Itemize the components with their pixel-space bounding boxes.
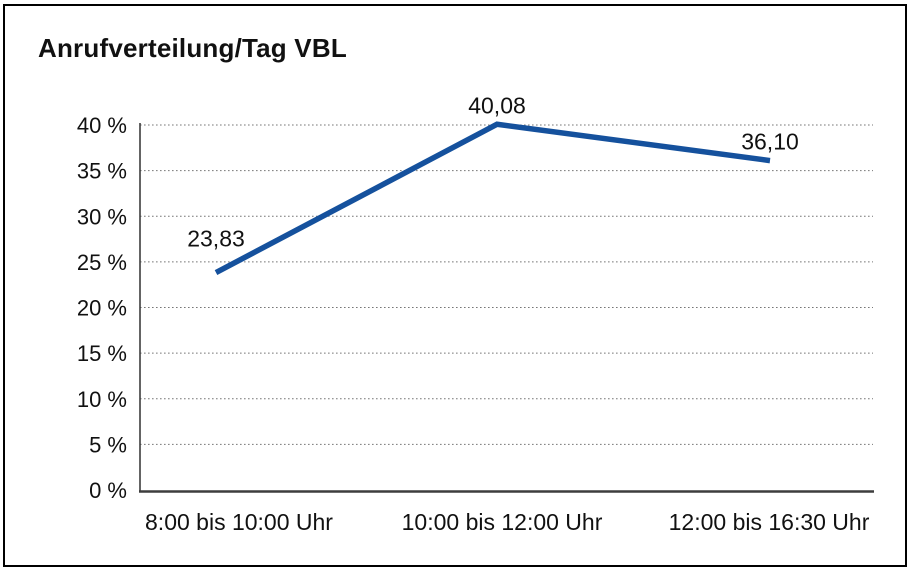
y-axis-tick-label: 40 %	[77, 113, 127, 138]
y-axis-tick-label: 20 %	[77, 296, 127, 321]
data-label: 40,08	[468, 92, 526, 118]
data-label: 36,10	[741, 129, 799, 155]
y-axis-tick-label: 35 %	[77, 159, 127, 184]
y-axis-tick-label: 25 %	[77, 250, 127, 275]
chart-title: Anrufverteilung/Tag VBL	[38, 33, 347, 63]
chart-frame	[3, 4, 907, 567]
x-axis-tick-label: 10:00 bis 12:00 Uhr	[402, 509, 603, 535]
x-axis-tick-label: 12:00 bis 16:30 Uhr	[669, 509, 870, 535]
x-axis-tick-label: 8:00 bis 10:00 Uhr	[145, 509, 333, 535]
series-line	[214, 121, 771, 275]
y-axis-tick-label: 10 %	[77, 387, 127, 412]
y-axis-tick-label: 0 %	[89, 478, 127, 503]
y-axis-tick-label: 30 %	[77, 204, 127, 229]
y-axis-tick-label: 15 %	[77, 341, 127, 366]
y-axis-tick-label: 5 %	[89, 432, 127, 457]
data-label: 23,83	[187, 226, 245, 252]
